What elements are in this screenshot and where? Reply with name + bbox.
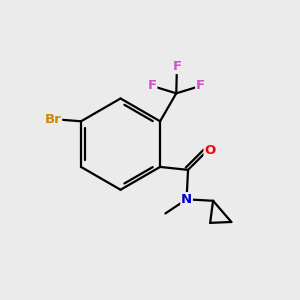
Text: N: N — [181, 193, 192, 206]
Text: O: O — [204, 144, 215, 157]
Text: F: F — [196, 80, 205, 92]
Text: F: F — [148, 80, 157, 92]
Text: Br: Br — [45, 113, 61, 126]
Text: F: F — [172, 60, 182, 73]
